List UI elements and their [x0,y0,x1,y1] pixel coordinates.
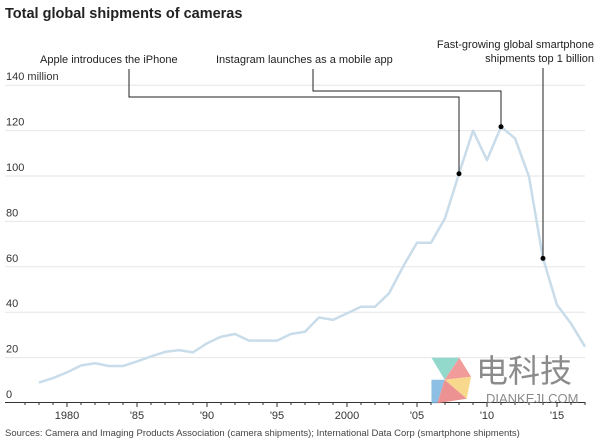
annotation-instagram: Instagram launches as a mobile app [216,54,393,66]
annotation-smartphone-line2: shipments top 1 billion [485,53,594,65]
x-tick-label: '15 [550,410,564,422]
watermark-cn: 电科技 [476,352,573,390]
y-tick-label: 40 [6,298,18,310]
x-tick-label: '90 [200,410,214,422]
annotation-leader-iphone [128,69,460,174]
y-tick-label: 140 million [6,71,59,83]
y-tick-label: 60 [6,253,18,265]
source-note: Sources: Camera and Imaging Products Ass… [5,428,520,439]
x-tick-label: '10 [480,410,494,422]
x-tick-label: '85 [130,410,144,422]
annotation-smartphone: Fast-growing global smartphone shipments… [437,38,594,66]
annotation-iphone: Apple introduces the iPhone [40,54,178,66]
watermark-logo: 电科技 DIANKEJI.COM [430,352,600,408]
series-line [38,125,587,384]
annotation-smartphone-line1: Fast-growing global smartphone [436,39,594,51]
annotation-dot [498,124,504,130]
x-tick-label: 2000 [335,410,359,422]
y-tick-label: 20 [6,344,18,356]
x-tick-label: 1980 [55,410,79,422]
x-tick-label: '95 [270,410,284,422]
y-tick-label: 80 [6,207,18,219]
watermark-en: DIANKEJI.COM [486,391,579,406]
annotation-leader-instagram [312,69,502,127]
y-tick-label: 0 [6,389,12,401]
y-tick-label: 120 [6,117,24,129]
annotation-dot [456,171,462,177]
y-tick-label: 100 [6,162,24,174]
annotation-dot [540,255,546,261]
x-tick-label: '05 [410,410,424,422]
chart-title: Total global shipments of cameras [5,6,243,22]
watermark-logo-icon [431,357,472,404]
